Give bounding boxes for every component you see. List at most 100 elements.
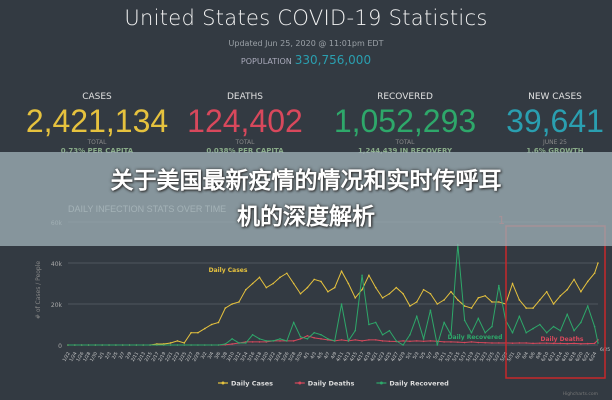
data-point (245, 288, 247, 291)
data-point (327, 290, 329, 293)
data-point (484, 295, 486, 297)
data-point (258, 276, 261, 279)
stat-sub: TOTAL (235, 139, 255, 146)
data-point (593, 342, 596, 345)
stat-label: RECOVERED (377, 92, 433, 102)
data-point (340, 270, 343, 273)
data-point (368, 339, 370, 341)
series-daily-recovered (67, 243, 599, 346)
legend-item-daily-deaths[interactable]: Daily Deaths (294, 380, 355, 388)
data-point (286, 272, 288, 275)
data-point (101, 344, 103, 346)
data-point (463, 341, 466, 344)
annotation-label: Daily Cases (209, 267, 248, 274)
x-tick-label: 6/24 (588, 351, 598, 363)
data-point (299, 292, 302, 295)
data-point (518, 299, 521, 301)
data-point (306, 286, 309, 289)
data-point (368, 323, 370, 326)
data-point (395, 340, 398, 342)
data-point (573, 329, 575, 332)
stat-label: CASES (82, 92, 112, 102)
x-tick-label: 1/22 (61, 351, 71, 363)
data-point (217, 344, 220, 346)
x-tick-label: 1/28 (82, 351, 92, 363)
x-tick-label: 5/17 (458, 351, 468, 363)
data-point (450, 290, 452, 293)
data-point (402, 340, 404, 342)
data-point (395, 286, 398, 289)
x-tick-label: 6/22 (581, 351, 591, 363)
x-tick-label: 4/13 (342, 351, 352, 363)
data-point (457, 341, 459, 343)
data-point (477, 341, 480, 344)
legend-item-daily-recovered[interactable]: Daily Recovered (376, 380, 449, 388)
data-point (347, 340, 350, 342)
data-point (593, 272, 596, 275)
data-point (340, 303, 343, 305)
x-tick-label: 4/15 (349, 351, 359, 363)
data-point (183, 342, 186, 344)
stat-detail: 0.038% PER CAPITA (206, 147, 284, 155)
x-tick-label: 6/10 (540, 351, 550, 363)
x-tick-label: 6/2 (514, 351, 523, 360)
data-point (251, 282, 254, 285)
data-point (566, 288, 569, 291)
x-tick-label: 4/3 (309, 351, 318, 360)
series-daily-cases (67, 262, 599, 346)
x-tick-label: 5/11 (438, 351, 448, 363)
data-point (149, 344, 151, 346)
x-tick-label: 5/23 (479, 351, 489, 363)
data-point (388, 340, 391, 343)
legend-item-daily-cases[interactable]: Daily Cases (218, 380, 273, 388)
data-point (463, 319, 466, 322)
data-point (580, 342, 582, 345)
x-tick-label: 2/27 (185, 351, 195, 363)
data-point (518, 315, 521, 318)
data-point (498, 284, 500, 287)
data-point (361, 340, 363, 342)
data-point (532, 307, 534, 309)
data-point (532, 327, 534, 330)
data-point (115, 344, 117, 346)
data-point (388, 329, 391, 332)
x-tick-label: 4/23 (376, 351, 386, 363)
data-point (176, 344, 179, 346)
population-value: 330,756,000 (294, 53, 372, 67)
data-point (292, 282, 295, 285)
x-tick-label: 6/4 (521, 351, 530, 360)
x-tick-label: 2/9 (124, 351, 133, 360)
x-tick-label: 5/15 (451, 351, 461, 363)
x-tick-label: 3/10 (226, 351, 236, 363)
data-point (162, 344, 165, 346)
data-point (197, 331, 199, 334)
data-point (354, 329, 357, 332)
data-point (429, 340, 432, 342)
data-point (286, 340, 288, 342)
data-point (429, 292, 432, 295)
data-point (197, 344, 199, 346)
data-point (498, 342, 500, 344)
data-point (74, 344, 76, 346)
data-point (67, 344, 69, 346)
x-tick-label: 2/5 (111, 351, 120, 360)
x-tick-label: 3/16 (246, 351, 256, 363)
x-tick-label: 3/26 (280, 351, 290, 363)
banner-headline: 关于美国最新疫情的情况和实时传呼耳 机的深度解析 (0, 163, 612, 235)
x-tick-label: 4/19 (362, 351, 372, 363)
stat-value: 1,052,293 (333, 103, 477, 139)
data-point (402, 292, 404, 295)
data-point (580, 290, 582, 293)
data-point (409, 340, 411, 343)
page-title: United States COVID-19 Statistics (124, 6, 488, 30)
data-point (525, 342, 527, 344)
data-point (491, 325, 493, 328)
data-point (388, 292, 391, 295)
data-point (422, 338, 425, 340)
stat-deaths: DEATHS 124,402 TOTAL 0.038% PER CAPITA (170, 92, 320, 155)
data-point (238, 301, 240, 303)
x-tick-label: 5/25 (485, 351, 495, 363)
stat-cases: CASES 2,421,134 TOTAL 0.73% PER CAPITA (22, 92, 172, 155)
data-point (573, 278, 575, 281)
data-point (320, 333, 322, 336)
